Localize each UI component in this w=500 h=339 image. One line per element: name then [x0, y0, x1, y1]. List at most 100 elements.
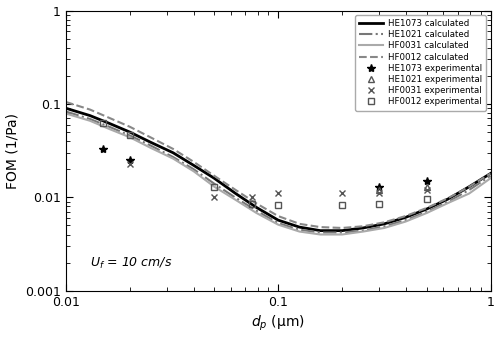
HF0031 calculated [127, 135, 133, 139]
HE1021 experimental [376, 188, 382, 192]
HF0012 experimental [275, 203, 281, 207]
HE1073 experimental [100, 147, 106, 151]
HF0012 calculated [382, 220, 388, 224]
Line: HF0012 experimental: HF0012 experimental [100, 121, 429, 208]
HE1021 calculated [148, 143, 154, 147]
Line: HE1073 calculated: HE1073 calculated [66, 108, 490, 231]
HF0031 calculated [424, 211, 430, 215]
HF0012 experimental [100, 121, 106, 125]
HE1073 calculated [275, 218, 281, 222]
HF0012 experimental [376, 202, 382, 206]
HF0031 calculated [296, 230, 302, 234]
HF0031 experimental [212, 195, 218, 199]
HF0031 calculated [87, 119, 93, 123]
HF0031 calculated [382, 226, 388, 230]
HF0012 calculated [318, 225, 324, 229]
Line: HF0031 calculated: HF0031 calculated [66, 114, 490, 235]
HF0012 calculated [87, 107, 93, 112]
HE1073 calculated [254, 205, 260, 210]
HE1021 calculated [275, 221, 281, 225]
HE1021 calculated [127, 134, 133, 138]
HF0031 experimental [339, 192, 345, 196]
Line: HF0031 experimental: HF0031 experimental [126, 160, 430, 201]
HF0031 calculated [148, 146, 154, 150]
HE1073 experimental [127, 158, 133, 162]
X-axis label: $d_p$ (μm): $d_p$ (μm) [252, 314, 305, 334]
HF0031 experimental [376, 192, 382, 196]
HF0031 experimental [424, 188, 430, 192]
HF0031 calculated [106, 127, 112, 131]
HE1021 calculated [424, 210, 430, 214]
HE1073 calculated [212, 176, 218, 180]
HE1073 calculated [148, 140, 154, 144]
HF0031 calculated [339, 233, 345, 237]
HE1073 calculated [424, 207, 430, 211]
HE1021 calculated [106, 125, 112, 129]
HF0012 experimental [339, 203, 345, 207]
HF0012 calculated [445, 196, 451, 200]
HE1073 calculated [63, 106, 69, 110]
HF0031 calculated [232, 198, 238, 202]
HE1021 calculated [339, 231, 345, 235]
HE1073 calculated [106, 121, 112, 125]
HF0012 calculated [170, 147, 176, 151]
HF0031 experimental [275, 192, 281, 196]
HE1021 calculated [318, 231, 324, 235]
HE1021 calculated [87, 117, 93, 121]
Text: $U_f$ = 10 cm/s: $U_f$ = 10 cm/s [90, 256, 172, 271]
HE1073 calculated [318, 228, 324, 233]
HF0031 calculated [190, 169, 196, 173]
HF0031 calculated [170, 157, 176, 161]
HF0031 calculated [445, 201, 451, 205]
HF0031 calculated [275, 223, 281, 227]
HE1073 calculated [445, 197, 451, 201]
HE1021 calculated [296, 228, 302, 232]
HE1021 calculated [190, 167, 196, 171]
HE1073 calculated [170, 151, 176, 155]
HE1073 calculated [382, 222, 388, 226]
Line: HE1021 experimental: HE1021 experimental [376, 183, 430, 194]
HE1073 calculated [339, 228, 345, 233]
HE1021 calculated [254, 208, 260, 213]
HF0012 calculated [360, 224, 366, 228]
HF0012 calculated [190, 160, 196, 164]
HE1021 calculated [170, 155, 176, 159]
HF0012 calculated [275, 214, 281, 218]
HF0031 calculated [466, 192, 472, 196]
HF0012 calculated [63, 100, 69, 104]
HF0031 calculated [63, 112, 69, 116]
HF0031 calculated [212, 185, 218, 189]
HF0031 experimental [127, 161, 133, 165]
HE1073 calculated [87, 114, 93, 118]
Line: HE1021 calculated: HE1021 calculated [66, 112, 490, 233]
HE1021 calculated [488, 174, 494, 178]
Y-axis label: FOM (1/Pa): FOM (1/Pa) [6, 113, 20, 188]
HF0012 calculated [424, 206, 430, 210]
HF0012 experimental [248, 202, 254, 206]
HF0012 calculated [488, 172, 494, 176]
HE1021 calculated [360, 228, 366, 233]
HF0012 calculated [402, 214, 408, 218]
HF0012 calculated [254, 201, 260, 205]
HF0031 calculated [254, 211, 260, 215]
HF0012 calculated [232, 188, 238, 192]
Line: HE1073 experimental: HE1073 experimental [99, 145, 431, 191]
HE1021 calculated [402, 218, 408, 222]
HF0012 calculated [148, 135, 154, 139]
HF0012 calculated [127, 125, 133, 129]
HE1021 experimental [424, 185, 430, 189]
HF0031 calculated [318, 233, 324, 237]
HE1021 calculated [466, 188, 472, 192]
HE1073 calculated [402, 215, 408, 219]
HE1073 calculated [232, 192, 238, 196]
HE1073 calculated [360, 226, 366, 230]
HE1021 calculated [445, 200, 451, 204]
HF0031 calculated [402, 220, 408, 224]
HF0012 calculated [466, 185, 472, 189]
HE1073 experimental [376, 185, 382, 189]
HE1021 calculated [63, 109, 69, 114]
HF0031 experimental [248, 195, 254, 199]
HF0012 calculated [212, 174, 218, 178]
HF0012 calculated [296, 222, 302, 226]
HE1021 calculated [382, 224, 388, 228]
